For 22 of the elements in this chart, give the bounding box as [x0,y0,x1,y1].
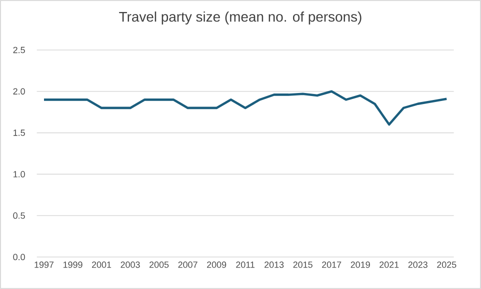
x-tick-label: 2001 [92,262,112,268]
x-tick-label: 2015 [293,262,312,268]
x-tick-label: 2023 [408,262,428,268]
x-tick-label: 2021 [380,262,399,268]
x-tick-label: 2011 [236,262,255,268]
y-tick-label: 2.0 [13,88,25,95]
x-tick-label: 2003 [120,262,140,268]
x-tick-label: 2007 [178,262,198,268]
y-tick-label: 0.0 [13,254,25,260]
y-tick-label: 1.5 [14,130,25,136]
x-tick-label: 2017 [322,262,342,268]
chart-title: Travel party size (mean no. of persons) [119,11,362,24]
y-tick-label: 1.0 [14,171,25,178]
x-tick-label: 2019 [350,262,370,268]
y-tick-label: 0.5 [13,212,25,219]
x-tick-label: 2009 [207,262,226,268]
x-tick-label: 2025 [437,262,456,268]
x-tick-label: 1999 [63,262,82,268]
x-tick-label: 2005 [150,262,169,268]
y-tick-label: 2.5 [13,46,25,54]
x-tick-label: 2013 [264,262,284,268]
x-tick-label: 1997 [34,262,54,268]
